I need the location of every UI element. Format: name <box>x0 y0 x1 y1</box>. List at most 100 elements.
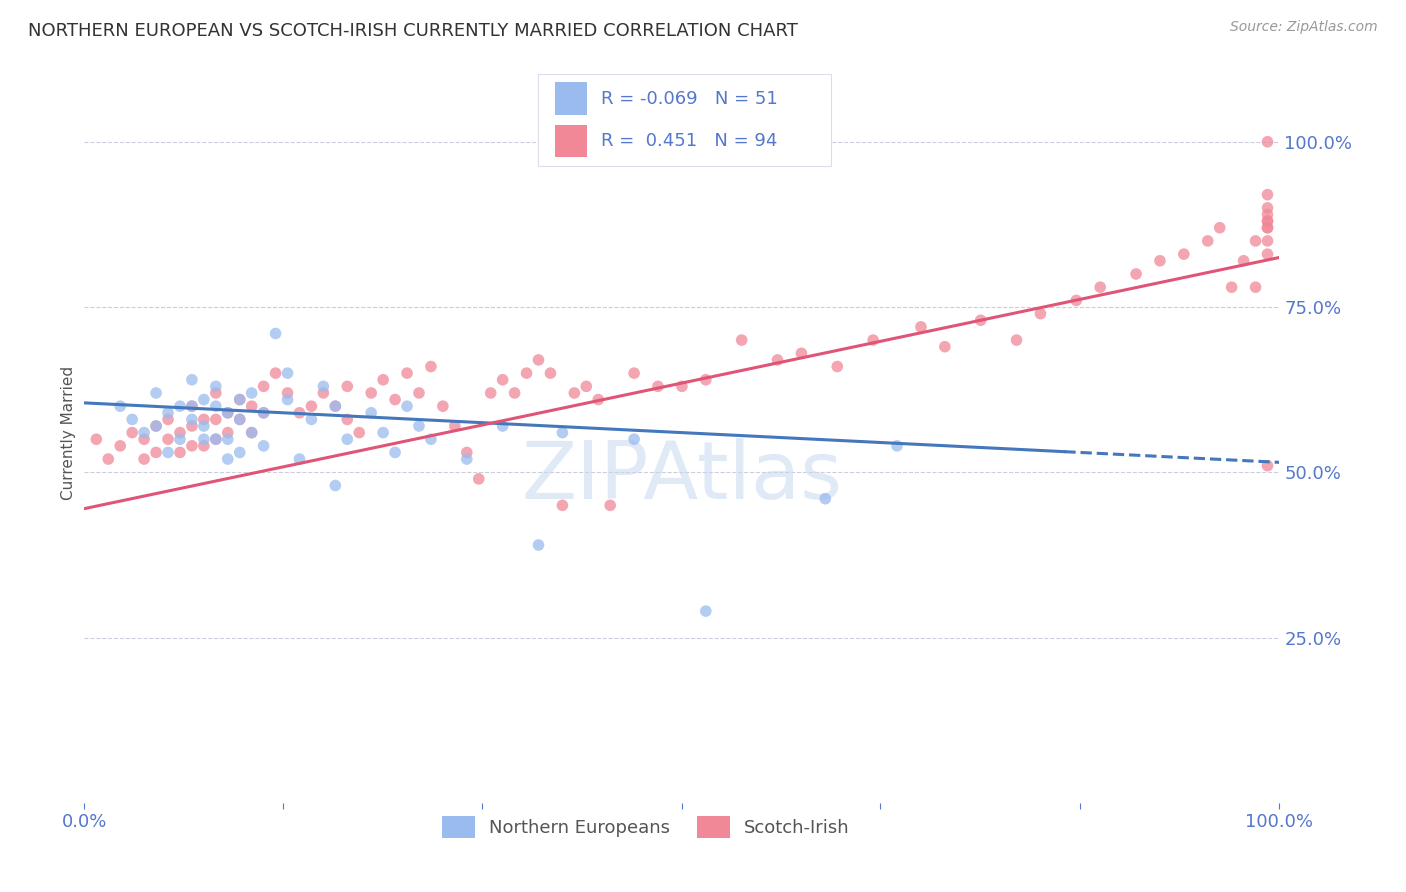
Point <box>551 499 574 513</box>
Point <box>336 412 359 426</box>
Point <box>1197 234 1219 248</box>
Point <box>1220 280 1243 294</box>
Point <box>181 412 204 426</box>
Point <box>1005 333 1028 347</box>
Legend: Northern Europeans, Scotch-Irish: Northern Europeans, Scotch-Irish <box>434 809 858 846</box>
Point <box>169 399 191 413</box>
Point <box>1257 201 1279 215</box>
Point <box>623 366 645 380</box>
Text: Source: ZipAtlas.com: Source: ZipAtlas.com <box>1230 20 1378 34</box>
Point <box>205 386 228 401</box>
Point <box>169 445 191 459</box>
Point <box>169 432 191 446</box>
Point <box>264 366 287 380</box>
Point <box>193 412 215 426</box>
Point <box>396 399 419 413</box>
Point <box>205 432 228 446</box>
Point <box>121 425 143 440</box>
Point <box>695 373 717 387</box>
Point <box>181 373 204 387</box>
Point <box>695 604 717 618</box>
Point <box>503 386 526 401</box>
Point <box>1257 234 1279 248</box>
Point <box>934 340 956 354</box>
Point <box>181 399 204 413</box>
Point <box>193 439 215 453</box>
Point <box>205 379 228 393</box>
Point <box>181 419 204 434</box>
Point <box>444 419 467 434</box>
Point <box>229 445 252 459</box>
Point <box>277 392 299 407</box>
Point <box>277 366 299 380</box>
Point <box>193 432 215 446</box>
Point <box>349 425 371 440</box>
Point <box>588 392 610 407</box>
Point <box>1257 207 1279 221</box>
Point <box>240 425 263 440</box>
Point <box>217 432 239 446</box>
Point <box>1257 220 1279 235</box>
Point <box>157 432 180 446</box>
Point <box>240 399 263 413</box>
Point <box>301 412 323 426</box>
Point <box>217 406 239 420</box>
Point <box>132 425 156 440</box>
Point <box>86 432 108 446</box>
Point <box>1257 135 1279 149</box>
Text: NORTHERN EUROPEAN VS SCOTCH-IRISH CURRENTLY MARRIED CORRELATION CHART: NORTHERN EUROPEAN VS SCOTCH-IRISH CURREN… <box>28 22 799 40</box>
Point <box>420 432 443 446</box>
Point <box>217 425 239 440</box>
Point <box>790 346 813 360</box>
Point <box>527 538 550 552</box>
Point <box>1066 293 1088 308</box>
Point <box>456 445 478 459</box>
Point <box>814 491 837 506</box>
Point <box>1257 220 1279 235</box>
FancyBboxPatch shape <box>555 82 588 115</box>
Point <box>110 439 132 453</box>
Point <box>384 392 406 407</box>
Point <box>325 478 347 492</box>
Point <box>492 373 515 387</box>
Point <box>288 452 311 467</box>
Point <box>253 379 276 393</box>
Point <box>312 386 335 401</box>
Point <box>97 452 120 467</box>
Point <box>1125 267 1147 281</box>
Point <box>240 425 263 440</box>
Point <box>516 366 538 380</box>
Point <box>1257 214 1279 228</box>
Point <box>229 412 252 426</box>
Point <box>408 386 430 401</box>
Text: ZIPAtlas: ZIPAtlas <box>522 438 842 516</box>
Text: R =  0.451   N = 94: R = 0.451 N = 94 <box>600 132 778 150</box>
Point <box>277 386 299 401</box>
Point <box>229 392 252 407</box>
FancyBboxPatch shape <box>555 125 588 157</box>
Point <box>408 419 430 434</box>
Point <box>169 425 191 440</box>
Point <box>193 419 215 434</box>
Point <box>121 412 143 426</box>
Point <box>157 412 180 426</box>
Point <box>145 419 167 434</box>
Point <box>217 406 239 420</box>
Point <box>827 359 849 374</box>
Point <box>373 425 395 440</box>
Point <box>253 406 276 420</box>
Point <box>360 386 382 401</box>
Point <box>479 386 502 401</box>
Point <box>132 452 156 467</box>
Point <box>492 419 515 434</box>
Point <box>301 399 323 413</box>
Point <box>217 452 239 467</box>
Point <box>551 425 574 440</box>
Point <box>132 432 156 446</box>
Point <box>325 399 347 413</box>
Point <box>373 373 395 387</box>
Point <box>264 326 287 341</box>
Point <box>288 406 311 420</box>
Point <box>1029 307 1052 321</box>
Point <box>970 313 993 327</box>
